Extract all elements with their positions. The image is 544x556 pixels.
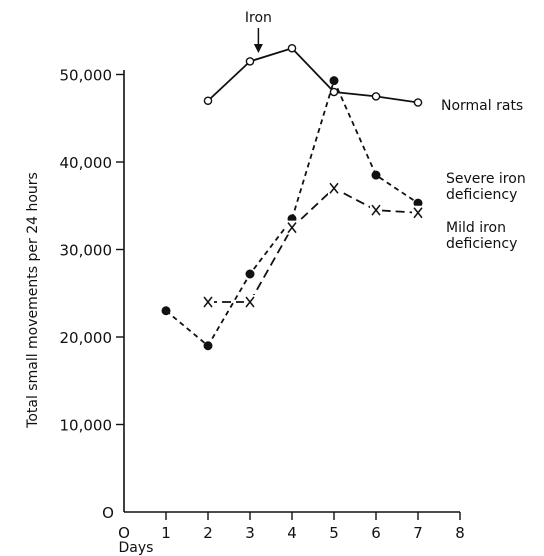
data-point	[328, 181, 340, 196]
data-point-stroke	[287, 222, 297, 234]
x-tick-label: 2	[203, 524, 213, 542]
data-point-stroke	[371, 204, 381, 216]
y-tick-label: 40,000	[60, 154, 113, 172]
data-point	[245, 57, 255, 66]
chart-labels: Days Total small movements per 24 hours No…	[25, 10, 526, 556]
data-point	[286, 220, 298, 235]
x-tick-label: 3	[245, 524, 255, 542]
data-point	[161, 306, 171, 316]
series-label: Severe iron	[446, 171, 526, 187]
iron-annotation-label: Iron	[245, 10, 272, 26]
series-1	[161, 76, 423, 351]
data-point	[329, 87, 339, 97]
x-tick-label: 6	[371, 524, 381, 542]
data-point-stroke	[329, 182, 339, 194]
iron-arrow-head	[253, 44, 263, 53]
data-point	[203, 96, 213, 106]
data-point	[371, 170, 381, 180]
y-tick-label: 50,000	[60, 67, 113, 85]
data-point	[371, 92, 381, 101]
data-point	[413, 98, 423, 107]
series-label: deficiency	[446, 187, 517, 203]
data-point	[203, 341, 213, 351]
series-label: deficiency	[446, 236, 517, 252]
data-point-stroke	[203, 296, 213, 308]
chart-axes: O 1 2 3 4 5 6 7 8 O 10,000 20,000 30,000 40,000 50,000	[60, 67, 465, 543]
chart-series	[161, 43, 424, 351]
series-2	[202, 181, 424, 309]
data-point	[370, 203, 382, 218]
x-tick-label: 4	[287, 524, 297, 542]
series-0	[203, 43, 423, 107]
y-tick-label: 10,000	[60, 417, 113, 435]
data-point	[412, 205, 424, 220]
data-point-stroke	[413, 207, 423, 219]
x-axis-label: Days	[119, 540, 154, 556]
x-tick-label: 5	[329, 524, 339, 542]
data-point	[245, 269, 255, 279]
series-line	[207, 47, 419, 104]
data-point	[329, 76, 339, 86]
data-point	[202, 295, 214, 309]
data-point	[244, 295, 256, 309]
y-tick-label: 20,000	[60, 329, 113, 347]
data-point	[287, 43, 297, 53]
x-tick-label: 1	[161, 524, 171, 542]
y-axis-label: Total small movements per 24 hours	[25, 172, 41, 429]
x-tick-label: 8	[455, 524, 465, 542]
y-tick-label: 30,000	[60, 242, 113, 260]
series-line	[208, 187, 419, 303]
x-tick-label: O	[118, 524, 130, 542]
series-label: Mild iron	[446, 220, 506, 236]
x-tick-label: 7	[413, 524, 423, 542]
y-tick-label: O	[102, 504, 114, 522]
data-point-stroke	[245, 296, 255, 308]
series-label: Normal rats	[441, 98, 523, 114]
